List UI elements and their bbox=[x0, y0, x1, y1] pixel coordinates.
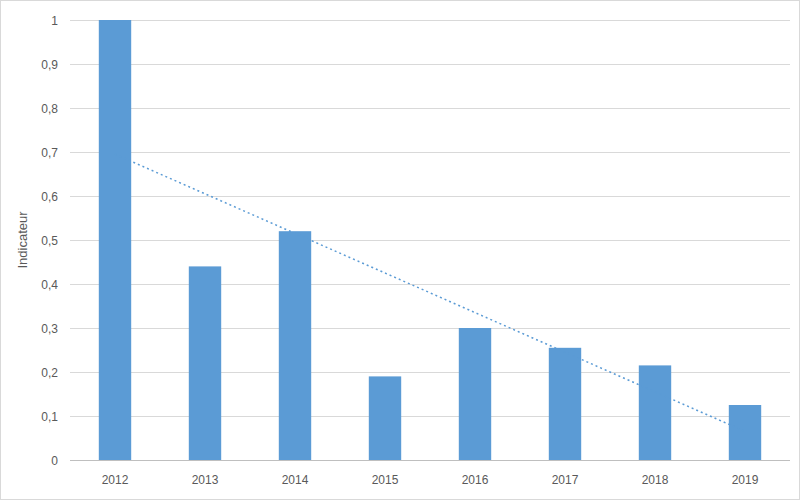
x-tick-label: 2019 bbox=[732, 473, 759, 487]
y-tick-label: 0,2 bbox=[41, 366, 58, 380]
plot-marks bbox=[99, 20, 761, 460]
x-tick-label: 2017 bbox=[552, 473, 579, 487]
grid-line bbox=[70, 20, 790, 21]
grid-line bbox=[70, 196, 790, 197]
grid-line bbox=[70, 152, 790, 153]
y-tick-label: 0,9 bbox=[41, 58, 58, 72]
x-tick-label: 2012 bbox=[102, 473, 129, 487]
x-tick-label: 2013 bbox=[192, 473, 219, 487]
x-tick-label: 2016 bbox=[462, 473, 489, 487]
bar bbox=[189, 266, 221, 460]
chart: 0 0,1 0,2 0,3 0,4 0,5 0,6 0,7 0,8 0,9 1 Indicateur 2… bbox=[0, 0, 800, 500]
grid-line bbox=[70, 328, 790, 329]
bar bbox=[549, 348, 581, 460]
y-tick-label: 1 bbox=[51, 14, 58, 28]
y-tick-label: 0,6 bbox=[41, 190, 58, 204]
trend-line bbox=[115, 154, 745, 431]
y-tick-label: 0,8 bbox=[41, 102, 58, 116]
grid-line bbox=[70, 284, 790, 285]
bar bbox=[459, 328, 491, 460]
grid-line bbox=[70, 64, 790, 65]
bar bbox=[369, 376, 401, 460]
y-tick-label: 0,1 bbox=[41, 410, 58, 424]
x-tick-label: 2018 bbox=[642, 473, 669, 487]
y-tick-label: 0 bbox=[51, 454, 58, 468]
y-tick-label: 0,4 bbox=[41, 278, 58, 292]
y-tick-label: 0,5 bbox=[41, 234, 58, 248]
grid-line bbox=[70, 372, 790, 373]
bar bbox=[729, 405, 761, 460]
bar bbox=[99, 20, 131, 460]
y-grid bbox=[70, 21, 790, 461]
grid-line bbox=[70, 240, 790, 241]
y-tick-label: 0,7 bbox=[41, 146, 58, 160]
x-tick-label: 2014 bbox=[282, 473, 309, 487]
y-axis-title: Indicateur bbox=[15, 211, 30, 269]
chart-border bbox=[1, 1, 800, 500]
y-tick-label: 0,3 bbox=[41, 322, 58, 336]
bar bbox=[279, 231, 311, 460]
grid-line bbox=[70, 460, 790, 461]
grid-line bbox=[70, 108, 790, 109]
grid-line bbox=[70, 416, 790, 417]
x-tick-label: 2015 bbox=[372, 473, 399, 487]
bar bbox=[639, 365, 671, 460]
